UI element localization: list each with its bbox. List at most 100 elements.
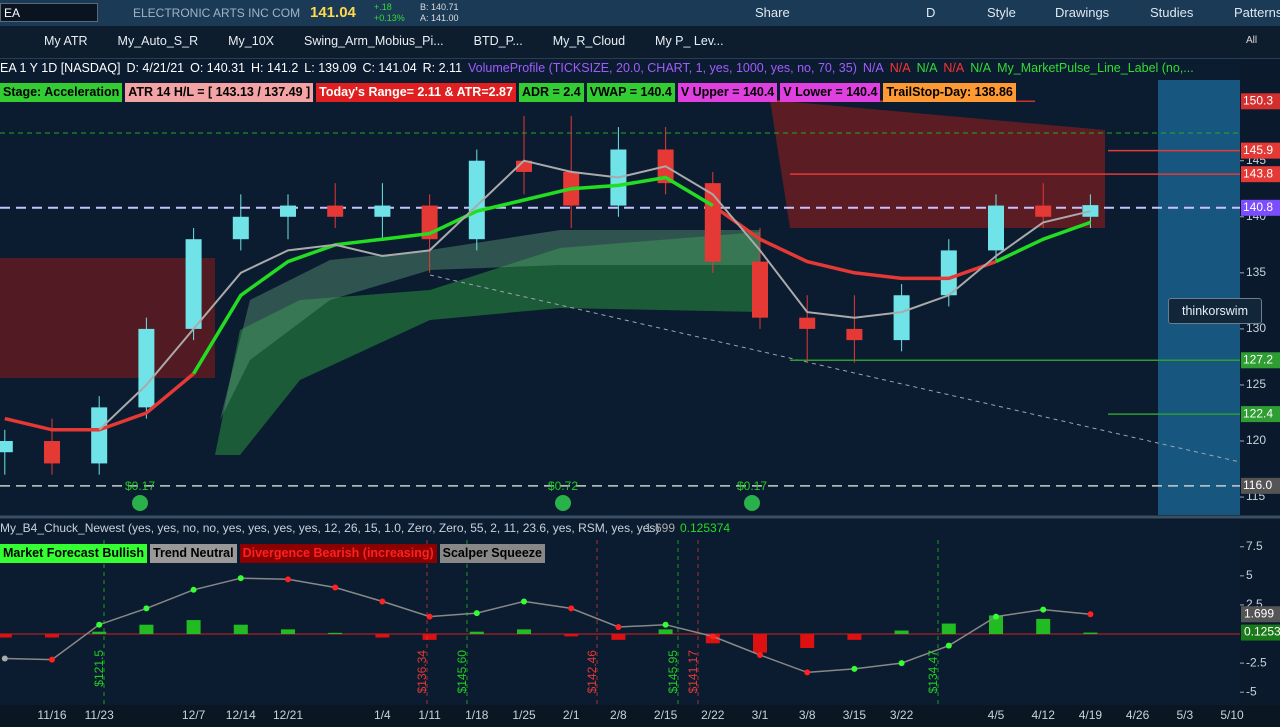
histogram-bar [186, 620, 201, 635]
price-marker [1241, 199, 1280, 216]
status-label: VWAP = 140.4 [586, 83, 675, 102]
info-item: VolumeProfile (TICKSIZE, 20.0, CHART, 1,… [468, 61, 857, 75]
x-tick-label: 2/22 [701, 708, 725, 722]
candle-body [91, 407, 108, 464]
x-tick-label: 4/26 [1126, 708, 1150, 722]
info-item: N/A [889, 61, 911, 75]
candle-body [1082, 205, 1099, 217]
candle-body [799, 317, 816, 329]
study-tab[interactable]: My P_ Lev... [655, 34, 724, 48]
info-item: EA 1 Y 1D [NASDAQ] [0, 61, 121, 75]
forecast-dot [1, 655, 8, 662]
price-marker [1241, 142, 1280, 159]
dividend-label: $0.17 [737, 479, 767, 493]
status-label: TrailStop-Day: 138.86 [883, 83, 1016, 102]
x-tick-label: 12/7 [182, 708, 206, 722]
price-marker [1241, 406, 1280, 423]
study-tab[interactable]: BTD_P... [473, 34, 523, 48]
y-tick-label: 135 [1246, 265, 1266, 279]
y-tick-label: 125 [1246, 377, 1266, 391]
histogram-bar [941, 623, 956, 635]
candle-body [185, 239, 202, 329]
histogram-bar [564, 634, 579, 637]
candle-body [1035, 205, 1052, 217]
forecast-dot [237, 575, 244, 582]
signal-label: $136.34 [415, 650, 429, 694]
study-tab[interactable]: My_10X [228, 34, 274, 48]
toolbar-button[interactable]: Style [987, 5, 1016, 20]
forecast-dot [615, 624, 622, 631]
x-tick-label: 1/25 [512, 708, 536, 722]
legend-item: Market Forecast Bullish [0, 544, 148, 563]
forecast-dot [426, 613, 433, 620]
forecast-dot [851, 665, 858, 672]
green-cloud-light [220, 230, 760, 420]
x-tick-label: 3/15 [843, 708, 867, 722]
histogram-bar [753, 634, 767, 653]
x-axis [0, 705, 1280, 727]
x-tick-label: 2/8 [610, 708, 627, 722]
label-row: Stage: Acceleration ATR 14 H/L = [ 143.13… [0, 83, 1016, 102]
x-tick-label: 12/21 [273, 708, 303, 722]
study-tab[interactable]: My_R_Cloud [552, 34, 626, 48]
price-marker-label: 145.9 [1243, 143, 1273, 157]
dividend-icon [555, 495, 571, 511]
histogram-bar [375, 634, 390, 638]
forecast-dot [190, 586, 197, 593]
candle-body [232, 216, 249, 240]
histogram-bar [989, 615, 1003, 635]
histogram-bar [658, 629, 673, 635]
signal-label: $121.5 [92, 650, 106, 687]
x-tick-label: 1/18 [465, 708, 489, 722]
info-item: N/A [916, 61, 938, 75]
candle-body [280, 205, 296, 217]
symbol-box[interactable]: EA [0, 3, 98, 22]
forecast-dot [993, 613, 999, 620]
histogram-bar [1036, 618, 1051, 635]
x-tick-label: 5/3 [1176, 708, 1193, 722]
price-marker [1241, 477, 1280, 494]
info-item: N/A [943, 61, 965, 75]
candle-body [0, 441, 13, 453]
forecast-dot [804, 669, 811, 676]
info-line: EA 1 Y 1D [NASDAQ] D: 4/21/21 O: 140.31 H: … [0, 61, 1236, 75]
price-marker-label: 140.8 [1243, 200, 1273, 214]
histogram-bar [517, 629, 531, 635]
y-tick-label: 5 [1246, 568, 1253, 582]
signal-label: $142.46 [585, 650, 599, 694]
study-tab[interactable]: Swing_Arm_Mobius_Pi... [304, 34, 444, 48]
candle-body [988, 205, 1004, 251]
change-pct: +0.13% [374, 13, 405, 23]
toolbar-button[interactable]: Patterns [1234, 5, 1280, 20]
status-label: V Lower = 140.4 [780, 83, 881, 102]
indicator-line [192, 175, 1091, 375]
studies-list: My ATR My_Auto_S_R My_10X Swing_Arm_Mobius_… [44, 34, 724, 48]
info-item: N/A [970, 61, 992, 75]
info-item: R: 2.11 [422, 61, 463, 75]
toolbar-button[interactable]: Drawings [1055, 5, 1110, 20]
y-tick-label: 130 [1246, 321, 1266, 335]
study-tab[interactable]: My_Auto_S_R [117, 34, 199, 48]
forecast-dot [49, 656, 55, 663]
status-label: ADR = 2.4 [518, 83, 584, 102]
tooltip: thinkorswim [1168, 298, 1262, 324]
candle-body [44, 441, 60, 464]
view-button[interactable]: All [1246, 35, 1258, 46]
histogram-bar [469, 631, 484, 635]
price-marker-label: 127.2 [1243, 352, 1273, 366]
candle-body [374, 205, 391, 217]
histogram-bar [0, 634, 12, 638]
readout-marker [1241, 624, 1280, 641]
info-item: L: 139.09 [304, 61, 357, 75]
readout: 1.699 [645, 521, 675, 535]
study-tab[interactable]: My ATR [44, 34, 88, 48]
future-region [1158, 80, 1240, 515]
toolbar-button[interactable]: Studies [1150, 5, 1194, 20]
forecast-dot [1040, 606, 1047, 613]
signal-label: $145.95 [666, 650, 680, 694]
y-tick-label: -5 [1246, 684, 1257, 698]
toolbar-button[interactable]: D [926, 5, 936, 20]
forecast-dot [96, 621, 103, 628]
toolbar-button[interactable]: Share [755, 5, 790, 20]
x-tick-label: 11/16 [37, 708, 66, 722]
